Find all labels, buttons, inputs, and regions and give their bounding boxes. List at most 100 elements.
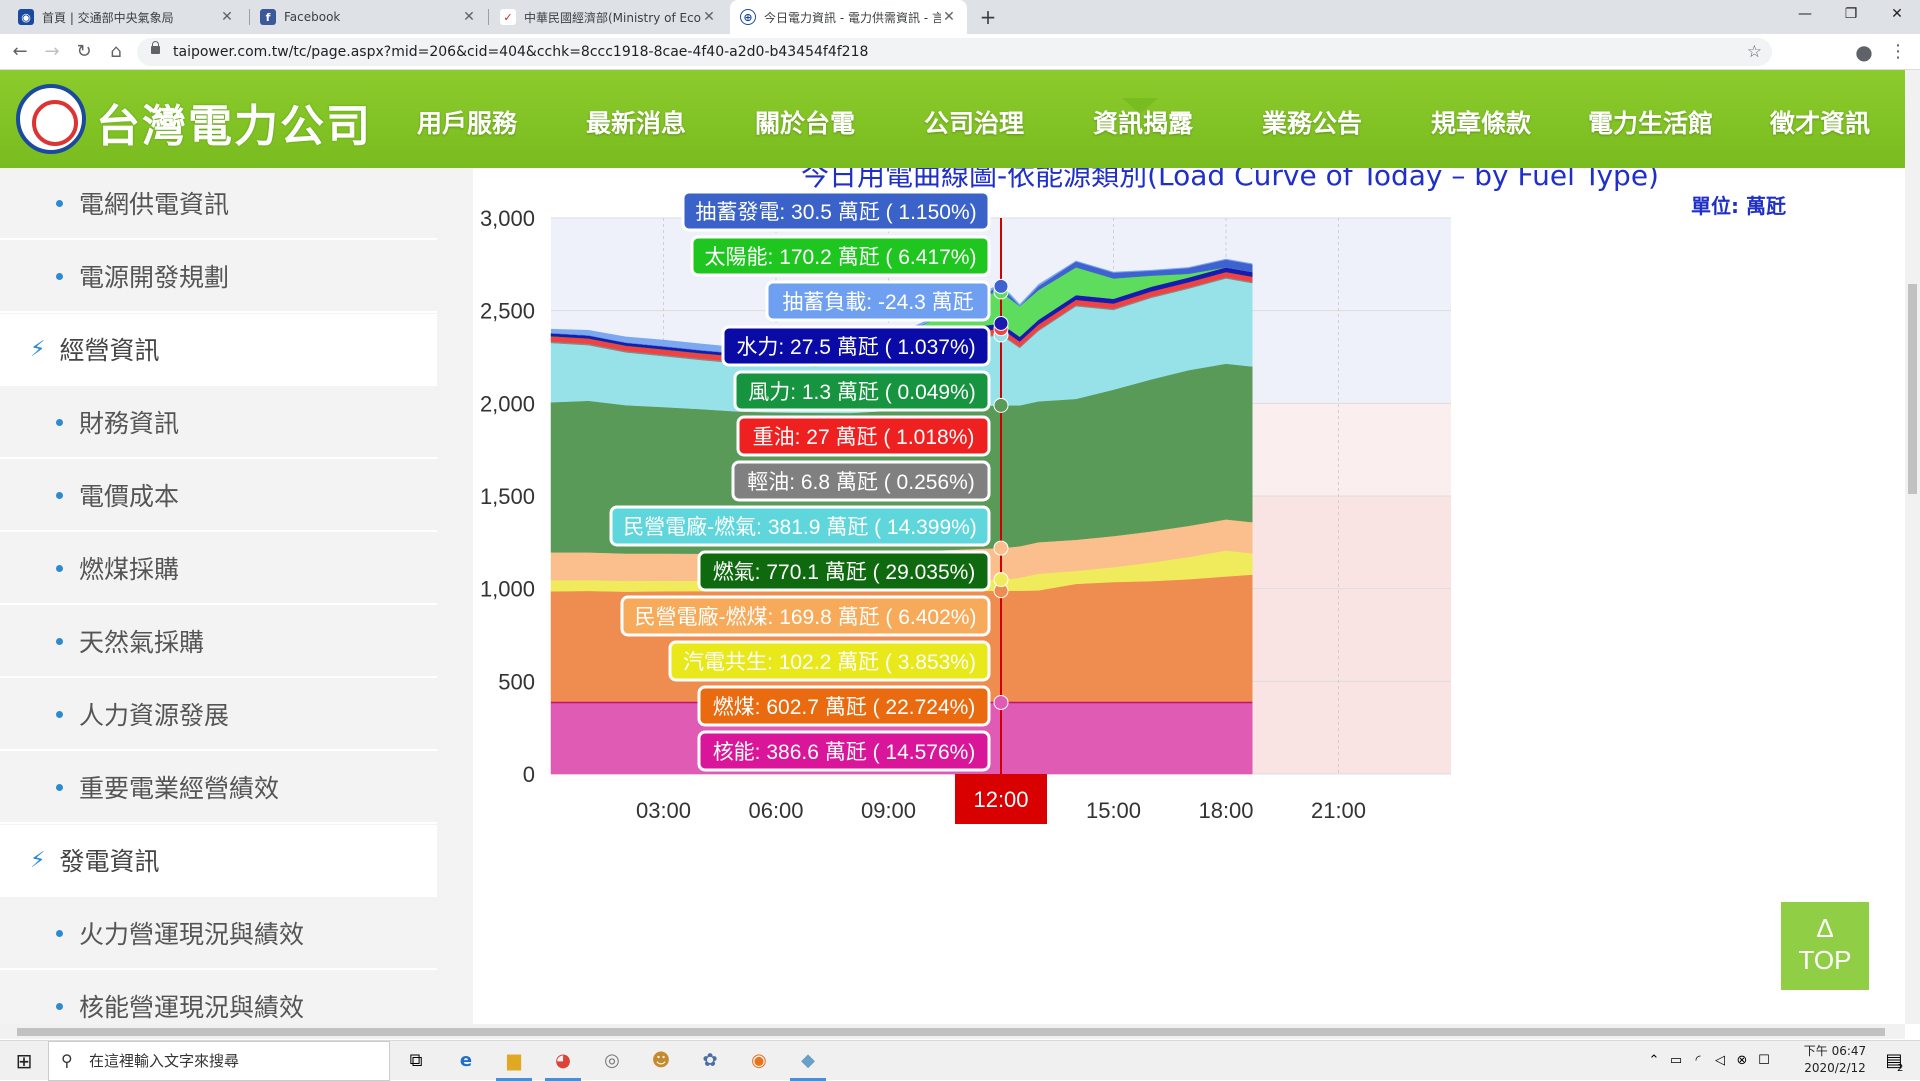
browser-tab-taipower[interactable]: ⊕ 今日電力資訊 - 電力供需資訊 - 言 ✕ — [730, 0, 967, 34]
taipower-logo-icon[interactable] — [16, 84, 86, 154]
ime-icon[interactable]: ⊗ — [1736, 1053, 1748, 1068]
sidebar-category-operations[interactable]: ⚡ 經營資訊 — [0, 314, 437, 386]
x-tick-label: 21:00 — [1311, 798, 1366, 823]
app-icon-3[interactable]: ✿ — [702, 1050, 718, 1071]
blender-icon[interactable]: ◉ — [751, 1050, 767, 1071]
x-tick-label: 03:00 — [636, 798, 691, 823]
taskbar-search-input[interactable]: ⚲ 在這裡輸入文字來搜尋 — [48, 1041, 390, 1081]
cwb-favicon-icon: ◉ — [18, 9, 34, 25]
reload-icon[interactable]: ↻ — [76, 41, 92, 62]
forward-arrow-icon[interactable]: → — [44, 41, 60, 62]
sidebar-item-finance[interactable]: 財務資訊 — [0, 387, 437, 459]
network-icon[interactable]: ◜ — [1695, 1053, 1701, 1068]
nav-electric-life[interactable]: 電力生活館 — [1588, 109, 1714, 138]
profile-avatar-icon[interactable]: ● — [1855, 40, 1873, 64]
app-icon-2[interactable]: ☻ — [651, 1050, 671, 1071]
site-logo-text[interactable]: 台灣電力公司 — [96, 101, 372, 152]
facebook-favicon-icon: f — [260, 9, 276, 25]
tooltip-label-pumped_load: 抽蓄負載: -24.3 萬瓩 — [782, 291, 973, 314]
notification-icon[interactable]: ▤ — [1885, 1050, 1903, 1071]
browser-tab-facebook[interactable]: f Facebook ✕ — [250, 0, 487, 34]
nav-governance[interactable]: 公司治理 — [924, 109, 1025, 138]
tooltip-label-pumped_gen: 抽蓄發電: 30.5 萬瓩 ( 1.150%) — [695, 201, 976, 224]
close-tab-icon[interactable]: ✕ — [703, 9, 715, 25]
close-window-icon[interactable]: ✕ — [1891, 6, 1903, 22]
tooltip-box-pumped_gen — [681, 190, 991, 232]
chrome-icon[interactable]: ◕ — [555, 1050, 571, 1071]
app-icon-1[interactable]: ◎ — [604, 1050, 620, 1071]
sidebar-item-tariff-cost[interactable]: 電價成本 — [0, 460, 437, 532]
tooltip-label-nuclear: 核能: 386.6 萬瓩 ( 14.576%) — [713, 741, 976, 764]
x-tick-label: 15:00 — [1086, 798, 1141, 823]
sidebar-item-power-development[interactable]: 電源開發規劃 — [0, 241, 437, 313]
tooltip-label-oil: 輕油: 6.8 萬瓩 ( 0.256%) — [747, 471, 975, 494]
home-icon[interactable]: ⌂ — [110, 41, 122, 62]
battery-icon[interactable]: ▭ — [1669, 1053, 1683, 1068]
nav-regulations[interactable]: 規章條款 — [1431, 109, 1532, 138]
sidebar-category-generation[interactable]: ⚡ 發電資訊 — [0, 825, 437, 897]
scrollbar-thumb[interactable] — [1908, 284, 1917, 494]
file-explorer-icon[interactable]: ▆ — [507, 1050, 521, 1071]
chrome-menu-icon[interactable]: ⋮ — [1889, 41, 1907, 62]
windows-start-icon[interactable]: ⊞ — [15, 1049, 33, 1073]
browser-tab-moea[interactable]: ✓ 中華民國經濟部(Ministry of Eco ✕ — [490, 0, 727, 34]
lightning-icon: ⚡ — [30, 847, 46, 873]
sidebar-item-label: 發電資訊 — [59, 847, 160, 876]
tooltip-label-cogen: 汽電共生: 102.2 萬瓩 ( 3.853%) — [683, 651, 976, 674]
crosshair-marker-ipp_coal — [993, 540, 1009, 556]
lightning-icon: ⚡ — [30, 336, 46, 362]
site-header: 台灣電力公司 用戶服務 最新消息 關於台電 公司治理 資訊揭露 業務公告 規章條… — [0, 70, 1905, 168]
horizontal-scrollbar[interactable] — [0, 1024, 1905, 1039]
vertical-scrollbar[interactable] — [1905, 70, 1920, 1024]
bookmark-star-icon[interactable]: ☆ — [1746, 42, 1762, 62]
app-icon-4[interactable]: ◆ — [801, 1050, 815, 1071]
back-arrow-icon[interactable]: ← — [12, 41, 28, 62]
bullet-icon — [56, 491, 63, 499]
sidebar-item-performance[interactable]: 重要電業經營績效 — [0, 752, 437, 824]
nav-announcements[interactable]: 業務公告 — [1262, 109, 1363, 138]
y-tick-label: 0 — [523, 762, 535, 787]
bullet-icon — [56, 929, 63, 937]
volume-icon[interactable]: ◁ — [1715, 1053, 1725, 1068]
scrollbar-thumb[interactable] — [17, 1028, 1885, 1036]
restore-window-icon[interactable]: ❐ — [1844, 6, 1858, 22]
nav-about[interactable]: 關於台電 — [755, 109, 856, 138]
back-to-top-button[interactable]: Δ TOP — [1781, 902, 1869, 990]
sidebar-item-hr-development[interactable]: 人力資源發展 — [0, 679, 437, 751]
sidebar-item-label: 火力營運現況與績效 — [79, 920, 305, 949]
sidebar-item-gas-procurement[interactable]: 天然氣採購 — [0, 606, 437, 678]
sidebar-item-thermal-operations[interactable]: 火力營運現況與績效 — [0, 898, 437, 970]
tooltip-box-cogen — [668, 640, 991, 682]
keyboard-icon[interactable]: ☐ — [1758, 1053, 1770, 1068]
sidebar-item-label: 電網供電資訊 — [79, 190, 230, 219]
chart-svg[interactable]: 0 500 1,000 1,500 2,000 2,500 3,000 03:00 06:00 0… — [473, 168, 1905, 1024]
nav-careers[interactable]: 徵才資訊 — [1770, 109, 1871, 138]
y-tick-label: 3,000 — [480, 206, 535, 231]
tooltip-label-coal: 燃煤: 602.7 萬瓩 ( 22.724%) — [713, 696, 976, 719]
close-tab-icon[interactable]: ✕ — [221, 9, 233, 25]
nav-user-services[interactable]: 用戶服務 — [417, 109, 518, 138]
tab-separator — [488, 9, 489, 25]
bullet-icon — [56, 1002, 63, 1010]
sidebar-item-coal-procurement[interactable]: 燃煤採購 — [0, 533, 437, 605]
nav-latest-news[interactable]: 最新消息 — [586, 109, 687, 138]
sidebar-item-nuclear-operations[interactable]: 核能營運現況與績效 — [0, 971, 437, 1024]
task-view-icon[interactable]: ⧉ — [409, 1050, 423, 1071]
close-tab-icon[interactable]: ✕ — [463, 9, 475, 25]
browser-tab-cwb[interactable]: ◉ 首頁 | 交通部中央氣象局 ✕ — [8, 0, 245, 34]
tooltip-box-solar — [690, 235, 991, 277]
taskbar-clock[interactable]: 下午 06:47 2020/2/12 — [1790, 1043, 1880, 1077]
close-tab-icon[interactable]: ✕ — [943, 9, 955, 25]
tooltip-box-ipp_lng — [609, 505, 991, 547]
minimize-window-icon[interactable]: — — [1798, 6, 1812, 22]
sidebar-item-grid-supply[interactable]: 電網供電資訊 — [0, 168, 437, 240]
bullet-icon — [56, 272, 63, 280]
address-bar[interactable]: taipower.com.tw/tc/page.aspx?mid=206&cid… — [137, 38, 1772, 66]
tooltip-box-nuclear — [697, 730, 991, 772]
new-tab-icon[interactable]: + — [979, 5, 997, 29]
taskbar-search-placeholder: 在這裡輸入文字來搜尋 — [89, 1052, 240, 1070]
tray-chevron-icon[interactable]: ⌃ — [1648, 1053, 1660, 1068]
clock-time: 下午 06:47 — [1803, 1044, 1867, 1058]
edge-icon[interactable]: e — [459, 1050, 473, 1071]
crosshair-marker-pumped_gen — [993, 278, 1009, 294]
